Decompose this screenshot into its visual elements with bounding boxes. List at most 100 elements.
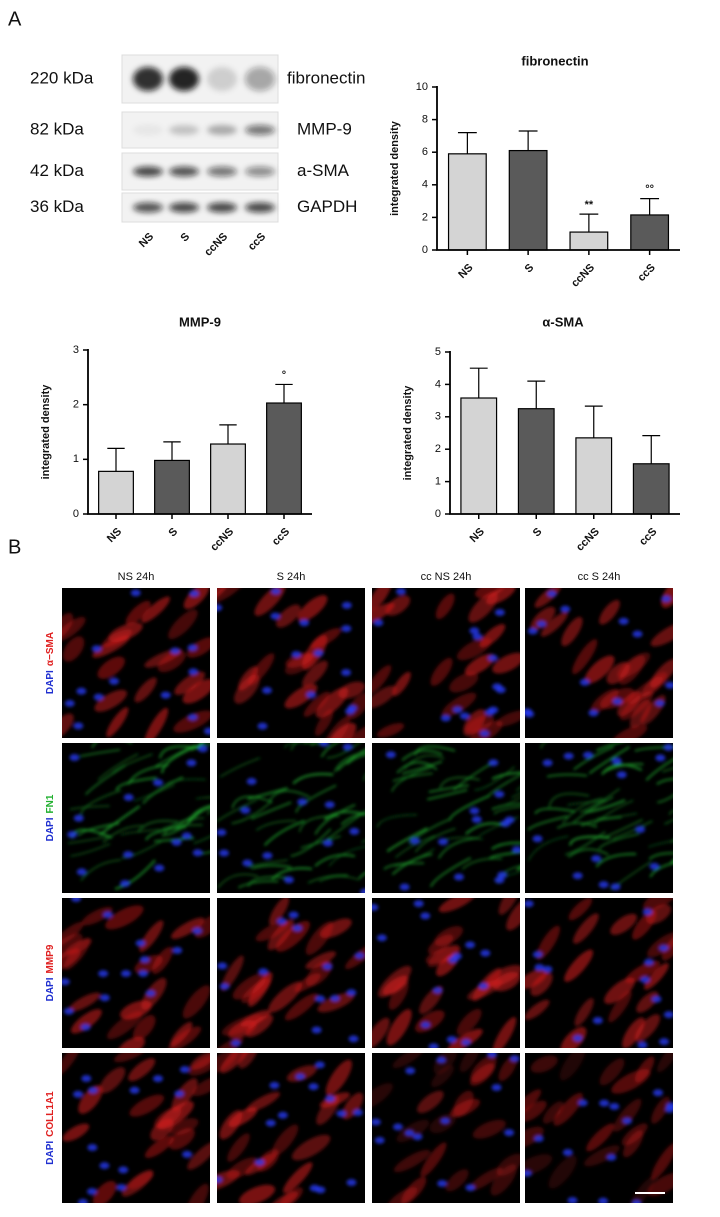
x-tick-label: S: [166, 526, 180, 540]
cell: [382, 975, 409, 996]
row-label-stain: α−SMA: [45, 632, 56, 666]
cell: [525, 1126, 544, 1149]
nucleus: [469, 627, 480, 635]
column-header: cc NS 24h: [421, 571, 472, 583]
nucleus: [297, 798, 308, 806]
nucleus: [409, 837, 420, 845]
axes: [436, 86, 680, 251]
nucleus: [491, 1084, 502, 1092]
nucleus: [659, 1038, 670, 1046]
fiber: [69, 805, 110, 811]
nucleus: [612, 697, 623, 705]
chart-title: α-SMA: [542, 314, 584, 329]
y-tick-label: 8: [422, 114, 428, 126]
cell: [469, 1167, 503, 1191]
blot-lane-label: ccS: [246, 231, 268, 253]
cell: [651, 1142, 673, 1181]
column-header: NS 24h: [118, 571, 155, 583]
nucleus: [242, 859, 253, 867]
nucleus: [182, 1150, 193, 1158]
cell: [315, 709, 334, 736]
fiber: [247, 787, 288, 800]
nucleus: [504, 816, 515, 824]
micrograph: [525, 898, 673, 1048]
cell: [475, 588, 505, 599]
fiber: [427, 789, 468, 801]
cell: [646, 904, 672, 924]
nucleus: [533, 1134, 544, 1142]
cell: [64, 937, 91, 970]
cell: [372, 1083, 393, 1110]
nucleus: [138, 969, 149, 977]
fiber: [114, 859, 156, 890]
fiber: [307, 874, 349, 884]
fiber: [439, 776, 481, 789]
blot-band: [133, 202, 163, 213]
y-tick-label: 3: [435, 411, 441, 423]
blot-band: [207, 67, 237, 91]
cell: [622, 1017, 645, 1048]
row-label: DAPI α−SMA: [45, 632, 56, 694]
cell: [386, 1009, 412, 1046]
cells: [372, 898, 520, 1048]
nucleus: [631, 1199, 642, 1203]
cell: [372, 1017, 390, 1048]
cell: [269, 898, 290, 926]
fiber: [546, 773, 588, 778]
cell: [525, 1154, 553, 1176]
x-tick-label: S: [531, 526, 545, 540]
fiber: [263, 820, 305, 846]
nucleus: [413, 900, 424, 908]
cell: [393, 1149, 431, 1173]
cell: [81, 906, 113, 926]
nucleus: [87, 1188, 98, 1196]
fiber: [271, 867, 313, 880]
fiber: [80, 789, 122, 815]
fiber: [556, 822, 598, 829]
fiber: [247, 859, 289, 868]
y-tick-label: 6: [422, 146, 428, 158]
nucleus: [453, 873, 464, 881]
nucleus: [130, 589, 141, 597]
nucleus: [484, 708, 495, 716]
cell: [92, 1180, 117, 1203]
panel-label: A: [8, 8, 22, 30]
blot-band: [133, 125, 163, 135]
cell: [134, 677, 157, 703]
fiber: [198, 743, 204, 747]
nucleus: [525, 708, 533, 716]
blot-band: [207, 125, 237, 135]
fiber: [491, 771, 520, 780]
cell: [627, 676, 663, 705]
blot-lane-label: ccNS: [202, 231, 230, 259]
fiber: [548, 792, 590, 808]
nucleus: [649, 862, 660, 870]
nucleus: [73, 1090, 84, 1098]
micrograph: [217, 588, 365, 738]
cell: [387, 1187, 418, 1203]
fiber: [580, 816, 622, 827]
y-axis-label: integrated density: [402, 385, 414, 481]
nucleus: [665, 1102, 673, 1110]
fiber: [91, 743, 133, 749]
cell: [372, 588, 392, 611]
fiber: [572, 796, 614, 824]
nucleus: [536, 620, 547, 628]
cell: [661, 932, 673, 961]
blot-band: [169, 125, 199, 135]
cell: [106, 707, 129, 738]
cell: [276, 604, 301, 628]
nucleus: [69, 753, 80, 761]
cell: [168, 609, 198, 640]
nucleus: [609, 1102, 620, 1110]
nucleus: [588, 709, 599, 717]
nucleus: [440, 1117, 451, 1125]
fiber: [649, 862, 673, 878]
blot-lane-label: S: [178, 231, 192, 245]
cell: [303, 691, 330, 717]
fiber: [515, 786, 520, 792]
cell: [227, 1133, 250, 1162]
fiber: [569, 835, 611, 846]
cell: [542, 1101, 564, 1124]
